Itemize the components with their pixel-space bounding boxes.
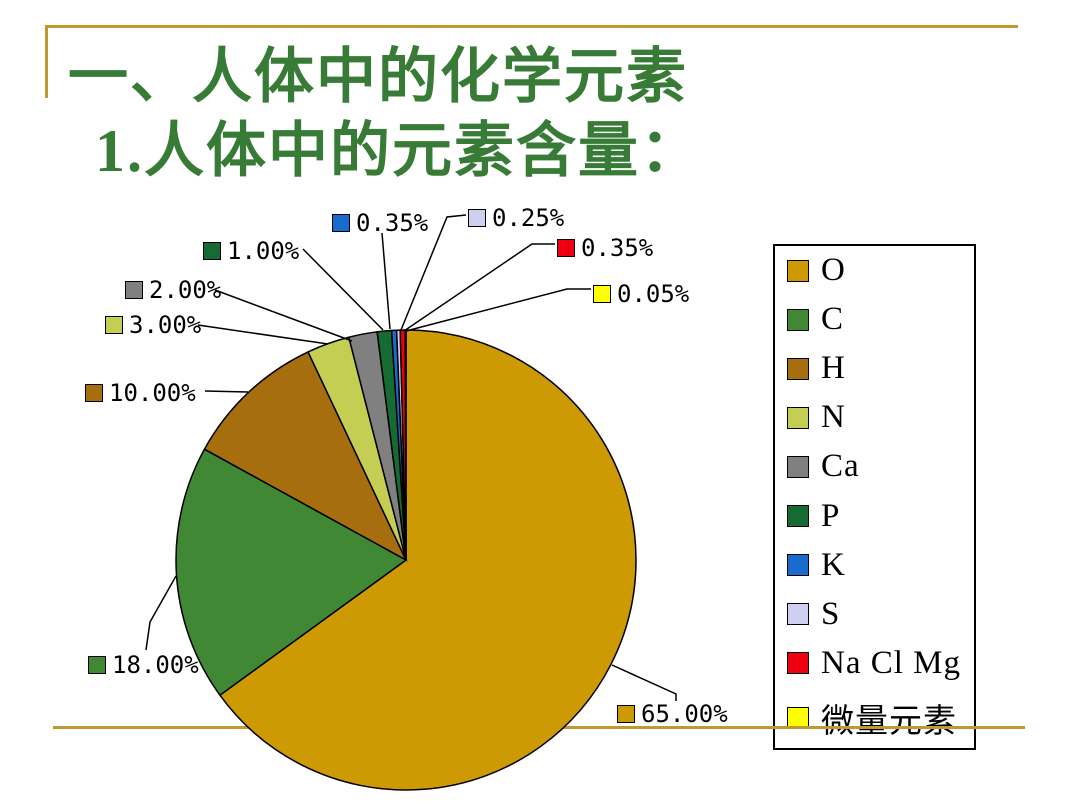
legend-item-Na Cl Mg: Na Cl Mg: [787, 645, 974, 682]
legend-label: Ca: [821, 448, 860, 485]
leader-line-Ca: [214, 289, 353, 342]
legend-label: N: [821, 399, 846, 436]
leader-line-H: [204, 390, 249, 393]
left-accent-line: [45, 25, 48, 98]
leader-line-C: [145, 575, 177, 651]
legend-swatch-Na Cl Mg: [787, 652, 809, 675]
leader-line-Na Cl Mg: [403, 243, 555, 332]
legend-label: S: [821, 595, 841, 632]
legend-label: 微量元素: [821, 703, 957, 740]
legend-swatch-C: [787, 308, 809, 331]
legend-item-P: P: [787, 498, 974, 535]
leader-line-S: [400, 214, 467, 331]
leader-line-N: [197, 324, 329, 345]
pie-slice-微量元素: [404, 329, 407, 561]
legend-label: H: [821, 350, 846, 387]
legend-swatch-O: [787, 259, 809, 282]
legend-label: Na Cl Mg: [821, 644, 961, 681]
legend-item-Ca: Ca: [787, 448, 974, 485]
pie-slice-H: [203, 350, 408, 562]
leader-line-O: [611, 664, 677, 701]
leader-line-P: [302, 248, 384, 331]
pie-slice-C: [175, 448, 408, 697]
legend-item-K: K: [787, 547, 974, 584]
legend: O C H N Ca P K S Na Cl Mg 微量元素: [773, 244, 976, 750]
slide-subtitle: 1.人体中的元素含量：: [95, 118, 702, 184]
legend-item-微量元素: 微量元素: [787, 694, 974, 742]
leader-line-K: [381, 232, 391, 330]
legend-item-H: H: [787, 350, 974, 387]
leader-line-微量元素: [405, 288, 591, 332]
legend-item-S: S: [787, 596, 974, 633]
legend-swatch-N: [787, 406, 809, 429]
legend-item-O: O: [787, 252, 974, 289]
legend-label: C: [821, 301, 845, 338]
legend-swatch-Ca: [787, 455, 809, 478]
legend-label: K: [821, 546, 846, 583]
legend-label: O: [821, 252, 846, 289]
legend-swatch-H: [787, 357, 809, 380]
slide-title: 一、人体中的化学元素: [68, 44, 688, 110]
legend-label: P: [821, 497, 841, 534]
pie-slice-O: [218, 329, 637, 791]
legend-swatch-K: [787, 554, 809, 577]
top-accent-line: [45, 25, 1018, 28]
legend-swatch-S: [787, 603, 809, 626]
legend-item-N: N: [787, 399, 974, 436]
legend-swatch-P: [787, 505, 809, 528]
legend-item-C: C: [787, 301, 974, 338]
